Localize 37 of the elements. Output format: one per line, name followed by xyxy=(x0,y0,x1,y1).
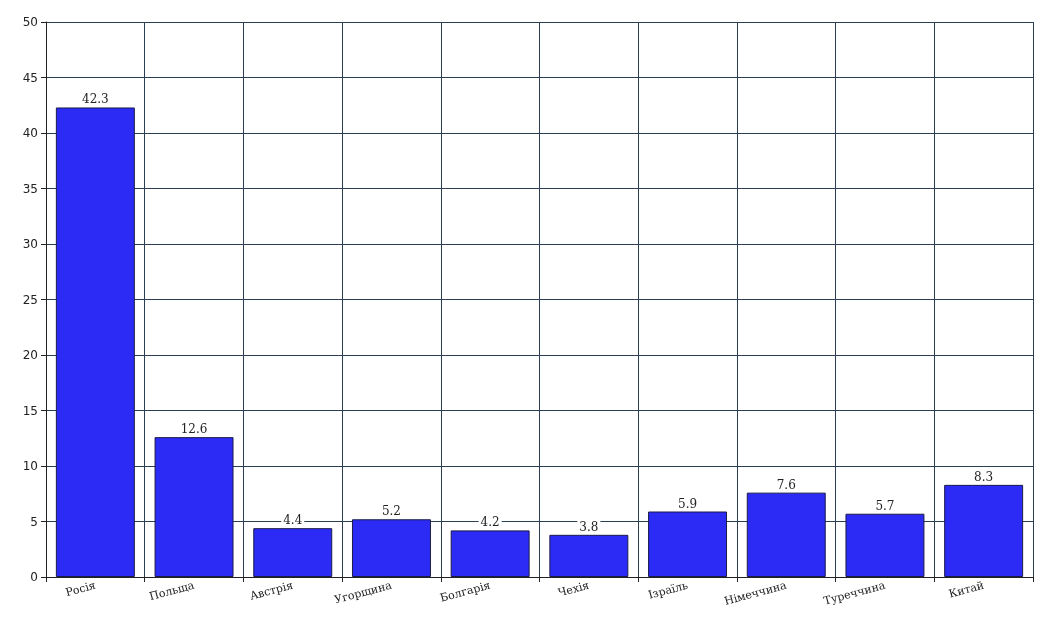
x-tick-label: Китай xyxy=(947,578,986,601)
y-tick-label: 15 xyxy=(22,403,38,418)
y-tick-label: 0 xyxy=(30,570,38,584)
data-label: 42.3 xyxy=(81,92,109,107)
bar xyxy=(450,530,530,577)
bar xyxy=(648,511,728,577)
y-tick-label: 30 xyxy=(22,237,38,251)
y-tick-label: 5 xyxy=(30,514,38,529)
bar xyxy=(944,484,1024,577)
data-label: 8.3 xyxy=(974,469,994,484)
x-tick-label: Польща xyxy=(147,578,197,604)
data-label: 7.6 xyxy=(776,477,796,492)
bar xyxy=(351,519,431,577)
data-label: 5.7 xyxy=(875,498,895,513)
y-tick-label: 25 xyxy=(22,292,38,307)
y-tick-label: 50 xyxy=(22,15,38,29)
data-label: 3.8 xyxy=(579,519,599,534)
data-label: 4.4 xyxy=(283,513,303,528)
bar xyxy=(55,107,135,577)
bar xyxy=(253,528,333,577)
y-tick-label: 10 xyxy=(22,459,38,473)
x-tick-label: Ізраїль xyxy=(646,578,690,602)
bar xyxy=(746,492,826,577)
data-label: 12.6 xyxy=(180,422,208,437)
x-tick-label: Чехія xyxy=(556,578,591,600)
y-tick-label: 35 xyxy=(22,181,38,196)
bar xyxy=(549,534,629,577)
bar xyxy=(154,437,234,577)
x-tick-label: Росія xyxy=(64,578,98,600)
y-tick-label: 40 xyxy=(22,126,38,140)
data-label: 4.2 xyxy=(480,515,500,530)
y-tick-label: 45 xyxy=(22,70,38,85)
x-tick-label: Австрія xyxy=(248,578,295,603)
y-tick-label: 20 xyxy=(22,348,38,362)
data-label: 5.9 xyxy=(678,496,698,511)
data-label: 5.2 xyxy=(381,504,401,519)
bar xyxy=(845,513,925,577)
